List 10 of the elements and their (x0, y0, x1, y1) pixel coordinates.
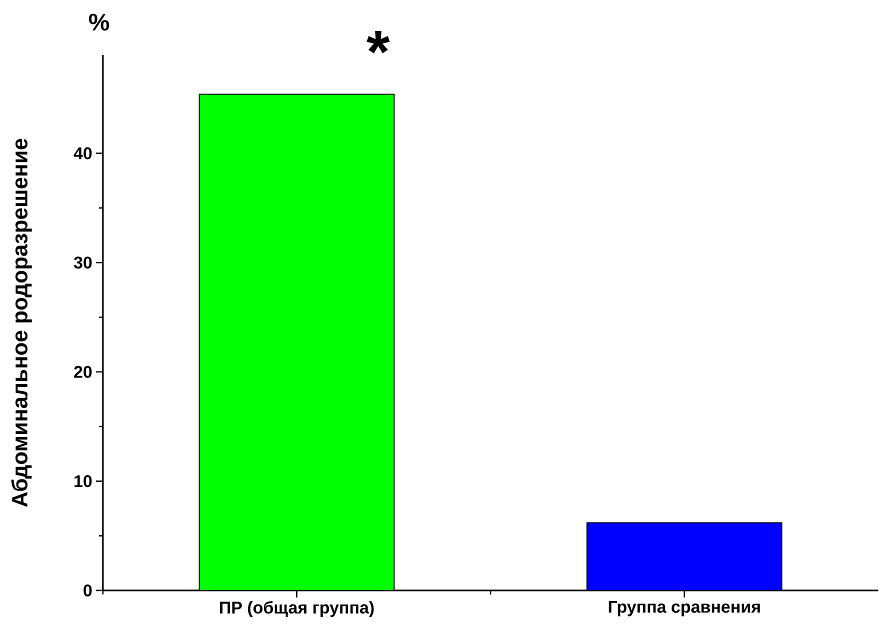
text: % (88, 14, 110, 30)
x-tick-label: Группа сравнения (608, 600, 760, 616)
y-tick-label: 20 (74, 366, 92, 378)
y-tick-label: 30 (74, 256, 92, 268)
text: * (366, 30, 390, 54)
x-tick-label: ПР (общая группа) (220, 600, 374, 617)
y-tick-label: 40 (74, 147, 92, 160)
y-tick-label: 10 (74, 474, 92, 487)
y-axis-title: Абдоминальное родоразрешение (11, 138, 32, 507)
y-tick-label: 0 (84, 584, 92, 596)
